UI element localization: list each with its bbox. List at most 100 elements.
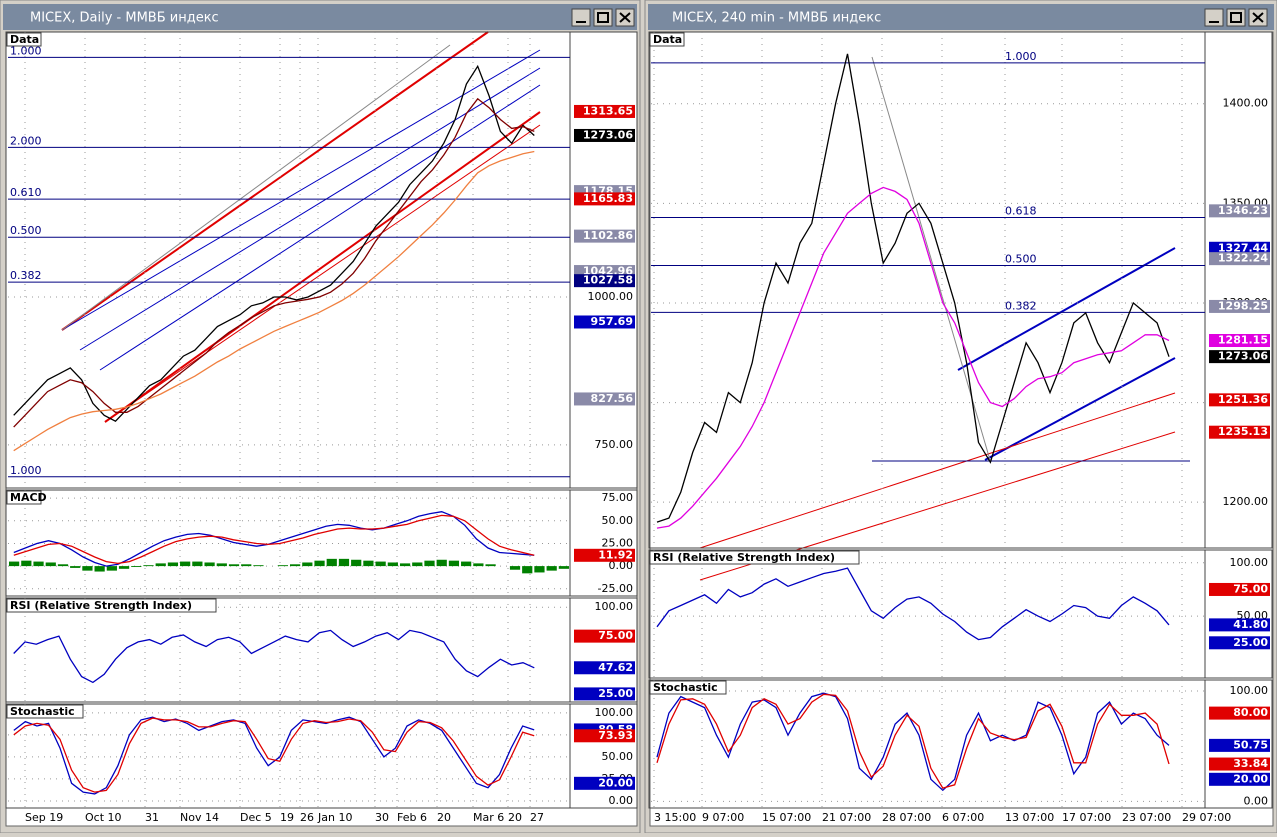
macd-histogram-bar xyxy=(558,566,569,569)
series-line xyxy=(656,692,1170,792)
panel-label-bg xyxy=(6,704,84,719)
price-tag xyxy=(574,274,635,288)
price-tag xyxy=(1209,618,1270,632)
y-tick-label: 50.00 xyxy=(602,750,634,763)
y-tick-label: 25.00 xyxy=(602,536,634,549)
macd-histogram-bar xyxy=(473,563,484,567)
macd-histogram-bar xyxy=(21,560,32,567)
price-tag xyxy=(574,729,635,743)
price-tag-label: 1251.36 xyxy=(1218,393,1268,406)
price-tag xyxy=(1209,772,1270,786)
price-tag xyxy=(1209,738,1270,752)
macd-histogram-bar xyxy=(448,560,460,567)
trend-line xyxy=(104,111,541,423)
x-tick-label: 23 07:00 xyxy=(1122,811,1171,824)
price-tag xyxy=(1209,636,1270,650)
x-tick-label: 27 xyxy=(530,811,544,824)
x-tick-label: 29 07:00 xyxy=(1182,811,1231,824)
y-tick-label: 1000.00 xyxy=(588,290,634,303)
price-tag xyxy=(1209,241,1270,255)
macd-histogram-bar xyxy=(290,564,301,567)
fib-label: 1.000 xyxy=(10,464,42,477)
series-line xyxy=(13,629,535,684)
price-tag-label: 1273.06 xyxy=(583,128,633,141)
title-bar xyxy=(3,4,637,30)
macd-histogram-bar xyxy=(94,566,105,572)
macd-histogram-bar xyxy=(167,562,179,567)
price-tag-label: 25.00 xyxy=(598,687,633,700)
series-line xyxy=(13,97,535,428)
macd-histogram-bar xyxy=(375,561,386,567)
x-tick-label: 19 xyxy=(280,811,294,824)
panel-frame xyxy=(5,31,638,489)
price-tag-label: 1235.13 xyxy=(1218,425,1268,438)
minimize-button[interactable] xyxy=(571,8,591,27)
price-tag-label: 1322.24 xyxy=(1218,252,1268,265)
trend-line xyxy=(104,124,541,423)
fib-label: 0.382 xyxy=(10,269,42,282)
macd-histogram-bar xyxy=(436,559,447,567)
x-tick-label: 17 07:00 xyxy=(1062,811,1111,824)
x-tick-label: 13 07:00 xyxy=(1005,811,1054,824)
chart-area xyxy=(5,31,638,827)
panel-label-bg xyxy=(6,598,217,613)
panel-label: RSI (Relative Strength Index) xyxy=(653,551,835,564)
price-tag xyxy=(574,687,635,701)
panel-frame xyxy=(648,31,1273,549)
title-bar xyxy=(648,4,1274,30)
macd-histogram-bar xyxy=(363,560,374,567)
minimize-button[interactable] xyxy=(1204,8,1224,27)
maximize-button[interactable] xyxy=(1226,8,1246,27)
price-tag xyxy=(574,661,635,675)
price-tag-label: 73.93 xyxy=(598,729,633,742)
price-tag xyxy=(1209,350,1270,364)
x-tick-label: 20 xyxy=(437,811,451,824)
y-tick-label: 50.00 xyxy=(602,514,634,527)
x-tick-label: Feb 6 xyxy=(397,811,427,824)
macd-histogram-bar xyxy=(338,558,350,567)
fib-label: 2.000 xyxy=(10,134,42,147)
price-tag-label: 75.00 xyxy=(1233,582,1268,595)
y-tick-label: 1400.00 xyxy=(1223,97,1269,110)
trend-line xyxy=(984,357,1176,461)
fib-label: 0.610 xyxy=(10,186,42,199)
macd-histogram-bar xyxy=(118,566,130,569)
fib-label: 1.000 xyxy=(1005,50,1037,63)
price-tag-label: 1298.25 xyxy=(1218,299,1268,312)
x-tick-label: 31 xyxy=(145,811,159,824)
y-tick-label: 100.00 xyxy=(595,706,634,719)
macd-histogram-bar xyxy=(314,560,325,567)
macd-histogram-bar xyxy=(522,566,533,574)
series-line xyxy=(13,717,535,793)
panel-frame xyxy=(5,703,638,809)
x-tick-label: Nov 14 xyxy=(180,811,219,824)
x-tick-label: 15 07:00 xyxy=(762,811,811,824)
price-tag-label: 1102.86 xyxy=(583,229,633,242)
trend-line xyxy=(99,84,541,371)
price-tag xyxy=(1209,393,1270,407)
macd-histogram-bar xyxy=(326,558,337,567)
fib-label: 1.000 xyxy=(10,44,42,57)
panel-label: Data xyxy=(10,33,39,46)
price-tag xyxy=(574,192,635,206)
macd-histogram-bar xyxy=(253,565,264,567)
panel-label-bg xyxy=(6,32,42,47)
series-line xyxy=(656,186,1170,529)
window-button-icons xyxy=(1209,12,1264,23)
macd-histogram-bar xyxy=(9,561,20,567)
series-line xyxy=(13,150,535,452)
chart-area xyxy=(649,31,1274,827)
macd-histogram-bar xyxy=(180,561,191,567)
y-tick-label: 0.00 xyxy=(609,559,634,572)
macd-histogram-bar xyxy=(228,564,240,567)
series-line xyxy=(656,693,1170,789)
panel-label: Data xyxy=(653,33,682,46)
price-tag xyxy=(574,629,635,643)
macd-histogram-bar xyxy=(412,562,423,567)
price-tag xyxy=(1209,204,1270,218)
panel-label-bg xyxy=(649,550,860,565)
maximize-button[interactable] xyxy=(593,8,613,27)
trend-line xyxy=(957,247,1176,371)
macd-histogram-bar xyxy=(387,562,398,567)
